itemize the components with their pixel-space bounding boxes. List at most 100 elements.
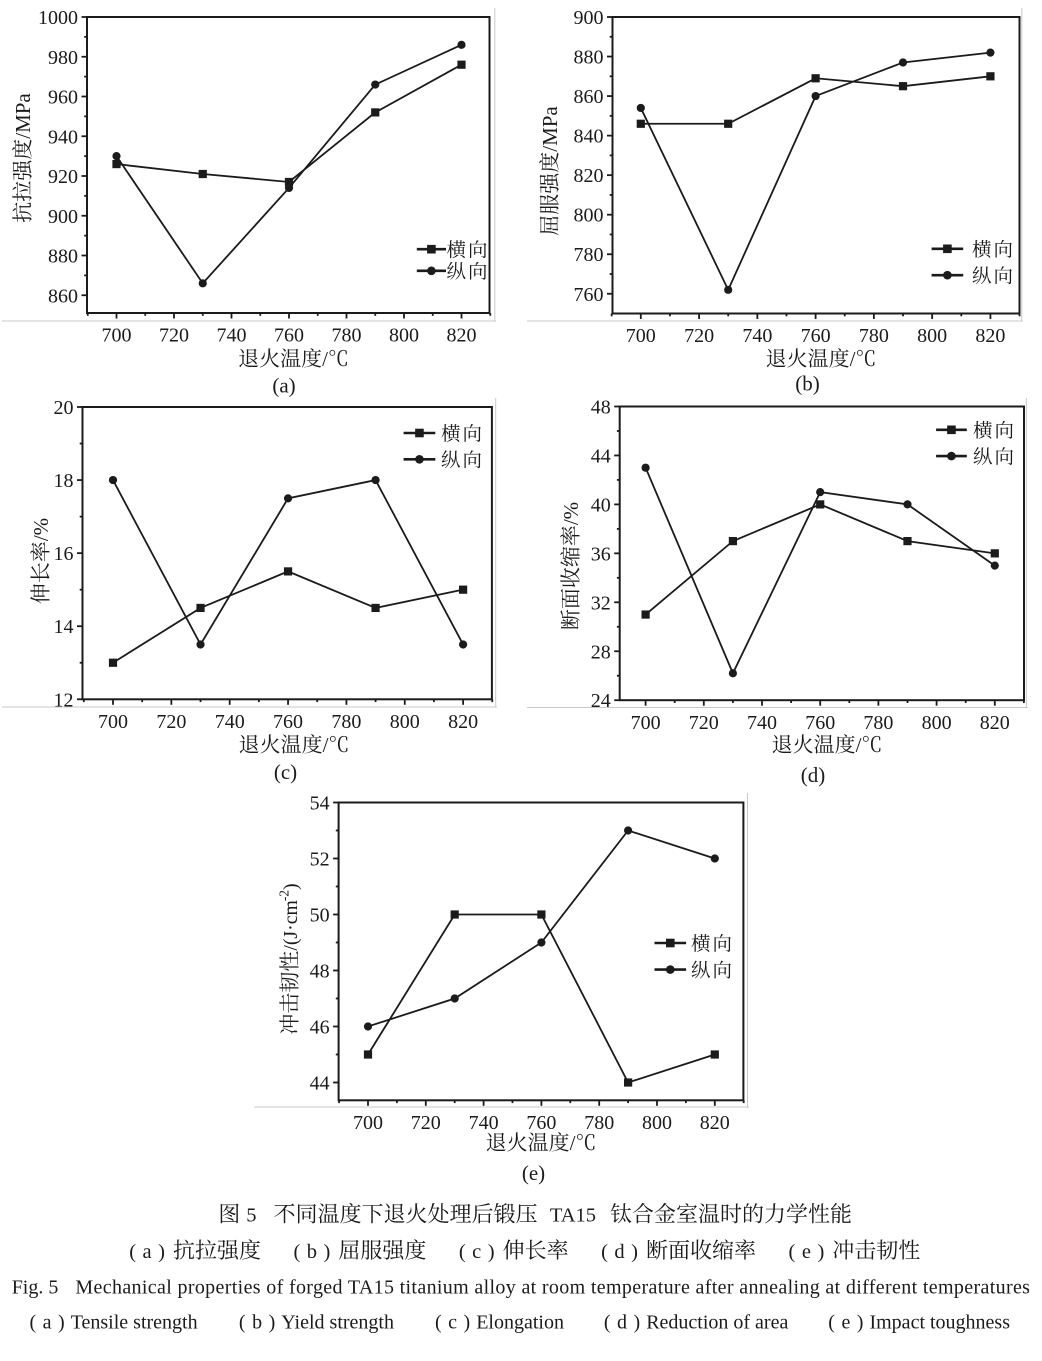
- svg-text:760: 760: [574, 284, 604, 306]
- svg-text:5: 5: [246, 1205, 256, 1227]
- svg-text:860: 860: [574, 86, 604, 108]
- svg-text:(: (: [30, 1311, 37, 1333]
- svg-text:780: 780: [863, 712, 893, 734]
- svg-text:(: (: [828, 1311, 835, 1333]
- svg-text:48: 48: [591, 397, 611, 419]
- svg-text:980: 980: [48, 47, 78, 69]
- svg-text:880: 880: [48, 246, 78, 268]
- svg-text:800: 800: [922, 712, 952, 734]
- svg-text:(e): (e): [522, 1161, 545, 1185]
- svg-text:780: 780: [574, 244, 604, 266]
- svg-text:700: 700: [631, 712, 661, 734]
- svg-text:(: (: [293, 1241, 300, 1263]
- svg-text:Reduction of area: Reduction of area: [646, 1311, 788, 1333]
- svg-text:): ): [269, 1311, 276, 1333]
- svg-text:): ): [58, 1311, 65, 1333]
- svg-text:760: 760: [273, 711, 303, 733]
- svg-text:/MPa: /MPa: [538, 106, 562, 152]
- svg-text:780: 780: [332, 325, 362, 347]
- svg-text:720: 720: [684, 325, 714, 347]
- svg-text:46: 46: [310, 1017, 330, 1039]
- svg-text:32: 32: [591, 592, 611, 614]
- svg-text:a: a: [143, 1241, 152, 1263]
- svg-text:1000: 1000: [38, 7, 78, 29]
- svg-text:c: c: [472, 1241, 481, 1263]
- svg-text:12: 12: [54, 689, 74, 711]
- svg-text:940: 940: [48, 126, 78, 148]
- svg-text:900: 900: [48, 206, 78, 228]
- svg-text:d: d: [614, 1241, 624, 1263]
- svg-text:): ): [631, 1241, 638, 1263]
- svg-text:720: 720: [411, 1112, 441, 1134]
- svg-text:800: 800: [574, 205, 604, 227]
- svg-text:700: 700: [626, 325, 656, 347]
- svg-text:800: 800: [642, 1112, 672, 1134]
- svg-text:36: 36: [591, 543, 611, 565]
- svg-text:44: 44: [591, 445, 611, 467]
- svg-text:48: 48: [310, 961, 330, 983]
- svg-text:780: 780: [584, 1112, 614, 1134]
- svg-text:d: d: [617, 1311, 627, 1333]
- svg-text:740: 740: [215, 711, 245, 733]
- svg-text:(d): (d): [801, 763, 826, 787]
- svg-text:(: (: [604, 1311, 611, 1333]
- svg-text:Tensile strength: Tensile strength: [71, 1311, 198, 1333]
- svg-text:c: c: [448, 1311, 457, 1333]
- svg-text:700: 700: [98, 711, 128, 733]
- svg-text:(: (: [459, 1241, 466, 1263]
- svg-text:760: 760: [805, 712, 835, 734]
- svg-text:720: 720: [689, 712, 719, 734]
- svg-text:/: /: [850, 347, 856, 371]
- svg-text:TA15: TA15: [550, 1205, 596, 1227]
- svg-text:(: (: [601, 1241, 608, 1263]
- svg-text:b: b: [252, 1311, 262, 1333]
- svg-text:740: 740: [742, 325, 772, 347]
- svg-text:(: (: [789, 1241, 796, 1263]
- svg-text:-2: -2: [276, 890, 291, 901]
- svg-text:(b): (b): [795, 372, 820, 396]
- svg-text:740: 740: [469, 1112, 499, 1134]
- svg-text:880: 880: [574, 47, 604, 69]
- svg-text:): ): [324, 1241, 331, 1263]
- svg-text:a: a: [43, 1311, 52, 1333]
- svg-text:760: 760: [526, 1112, 556, 1134]
- svg-text:820: 820: [447, 325, 477, 347]
- svg-text:): ): [280, 883, 302, 890]
- svg-text:50: 50: [310, 905, 330, 927]
- svg-text:40: 40: [591, 494, 611, 516]
- svg-text:820: 820: [700, 1112, 730, 1134]
- svg-text:20: 20: [54, 397, 74, 419]
- svg-text:720: 720: [156, 711, 186, 733]
- svg-text:): ): [634, 1311, 641, 1333]
- svg-text:/(J·cm: /(J·cm: [280, 900, 302, 951]
- svg-text:700: 700: [353, 1112, 383, 1134]
- svg-text:700: 700: [102, 325, 132, 347]
- svg-text:820: 820: [975, 325, 1005, 347]
- svg-text:820: 820: [574, 165, 604, 187]
- svg-text:28: 28: [591, 641, 611, 663]
- svg-text:16: 16: [54, 543, 74, 565]
- svg-text:b: b: [307, 1241, 317, 1263]
- svg-text:/%: /%: [29, 518, 53, 541]
- svg-text:e: e: [802, 1241, 811, 1263]
- svg-text:52: 52: [310, 849, 330, 871]
- svg-text:): ): [817, 1241, 824, 1263]
- svg-text:740: 740: [217, 325, 247, 347]
- svg-text:820: 820: [448, 711, 478, 733]
- svg-text:740: 740: [747, 712, 777, 734]
- svg-text:840: 840: [574, 126, 604, 148]
- svg-text:760: 760: [274, 325, 304, 347]
- svg-text:800: 800: [390, 711, 420, 733]
- svg-text:Impact toughness: Impact toughness: [869, 1311, 1010, 1333]
- svg-text:860: 860: [48, 285, 78, 307]
- svg-text:(: (: [129, 1241, 136, 1263]
- svg-text:/%: /%: [559, 502, 583, 525]
- svg-text:/: /: [323, 733, 329, 757]
- svg-text:760: 760: [801, 325, 831, 347]
- svg-text:800: 800: [389, 325, 419, 347]
- svg-text:960: 960: [48, 87, 78, 109]
- svg-text:): ): [158, 1241, 165, 1263]
- svg-text:900: 900: [574, 7, 604, 29]
- svg-text:(a): (a): [272, 374, 295, 398]
- svg-text:18: 18: [54, 470, 74, 492]
